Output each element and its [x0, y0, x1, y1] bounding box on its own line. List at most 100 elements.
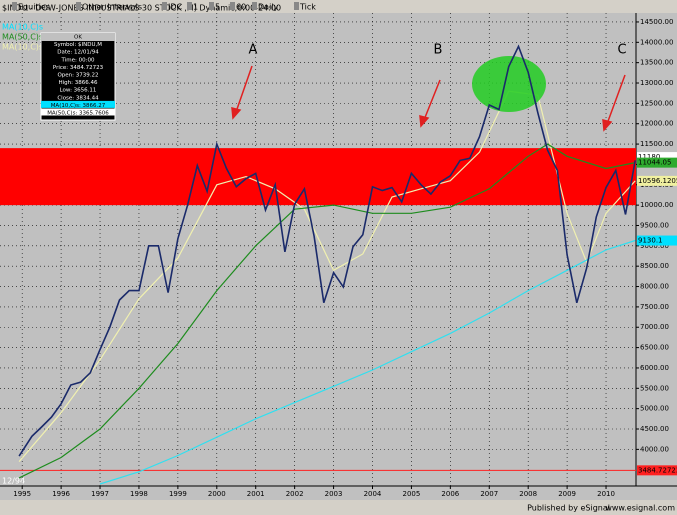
- y-tick-label: 7500.00: [640, 303, 669, 311]
- x-tick-label: 2008: [519, 490, 537, 498]
- toolbar-item[interactable]: 1: [193, 3, 198, 12]
- info-line: Symbol: $INDU,M: [54, 42, 102, 48]
- value-label: 11044.05: [638, 159, 671, 167]
- toolbar-items: Equities Other Intervals IDC 1 5 60 Daily Tick: [12, 2, 316, 12]
- y-tick-label: 11500.00: [640, 140, 673, 148]
- toolbar-item[interactable]: 5: [215, 3, 220, 12]
- value-box: [637, 235, 677, 246]
- y-tick-label: 4000.00: [640, 445, 669, 453]
- arrow: [606, 74, 626, 125]
- info-line: Close: 3834.44: [57, 95, 99, 101]
- band: [0, 148, 636, 206]
- study-label: MA(10,C)s: [2, 43, 43, 52]
- study-label: MA(50,C)s: [2, 33, 43, 42]
- y-tick-label: 14000.00: [640, 38, 673, 46]
- y-tick-label: 9500.00: [640, 221, 669, 229]
- y-tick-label: 6500.00: [640, 344, 669, 352]
- value-box: [637, 175, 677, 186]
- info-highlight: [41, 108, 115, 116]
- info-line: Low: 3656.11: [60, 88, 97, 94]
- toolbar-item[interactable]: Tick: [299, 3, 316, 12]
- x-tick-label: 2007: [480, 490, 498, 498]
- y-tick-label: 5000.00: [640, 405, 669, 413]
- footer: [0, 500, 677, 515]
- arrow: [235, 65, 253, 113]
- info-line: MA(10,C)s: 3866.27: [51, 103, 106, 109]
- toolbar-button[interactable]: [252, 2, 257, 10]
- annotation: C: [617, 43, 626, 58]
- y-tick-label: 13000.00: [640, 79, 673, 87]
- x-tick-label: 2004: [364, 490, 382, 498]
- toolbar: [0, 0, 677, 13]
- x-tick-label: 2009: [558, 490, 576, 498]
- x-tick-label: 2005: [403, 490, 421, 498]
- y-tick-label: 4500.00: [640, 425, 669, 433]
- series-line: [18, 44, 636, 457]
- toolbar-button[interactable]: [209, 2, 214, 10]
- arrows: [231, 65, 626, 132]
- chart-title: $INDU - DOW-JONES INDUSTRIALS 30 STOCK ,…: [2, 4, 281, 13]
- value-box: [637, 157, 677, 168]
- y-tick-label: 7000.00: [640, 323, 669, 331]
- info-line: Open: 3739.22: [57, 73, 98, 79]
- toolbar-button[interactable]: [294, 2, 299, 10]
- info-line: High: 3866.46: [59, 80, 98, 86]
- toolbar-item[interactable]: 60: [236, 3, 246, 12]
- value-label: 9130.1: [638, 237, 663, 245]
- y-tick-label: 9000.00: [640, 242, 669, 250]
- info-ok: [41, 33, 115, 41]
- series-line: [18, 143, 636, 479]
- toolbar-button[interactable]: [162, 2, 167, 10]
- x-tick-label: 2010: [597, 490, 615, 498]
- toolbar-item[interactable]: Other Intervals: [82, 3, 142, 12]
- value-box: [637, 465, 677, 476]
- x-tick-label: 2000: [208, 490, 226, 498]
- info-highlight: [41, 100, 115, 108]
- x-axis-area: [0, 486, 677, 500]
- x-tick-label: 1998: [130, 490, 148, 498]
- info-line: Time: 00:00: [61, 57, 95, 63]
- value-label: 10596.1205: [638, 177, 677, 185]
- url: www.esignal.com: [605, 504, 675, 513]
- toolbar-button[interactable]: [230, 2, 235, 10]
- arrow-head: [602, 119, 613, 132]
- y-tick-label: 6000.00: [640, 364, 669, 372]
- y-tick-label: 8500.00: [640, 262, 669, 270]
- toolbar-button[interactable]: [76, 2, 81, 10]
- toolbar-button[interactable]: [12, 2, 17, 10]
- series-line: [99, 239, 636, 485]
- toolbar-button[interactable]: [187, 2, 192, 10]
- value-label: 11180: [638, 153, 660, 161]
- toolbar-item[interactable]: Daily: [258, 3, 279, 12]
- study-label: MA(10,C)s: [2, 23, 43, 32]
- toolbar-item[interactable]: Equities: [18, 3, 50, 12]
- arrow-head: [419, 115, 430, 128]
- axis-area: [636, 13, 677, 486]
- x-tick-label: 2002: [286, 490, 304, 498]
- value-label: 3484.72723: [638, 466, 677, 474]
- x-tick-label: 2001: [247, 490, 265, 498]
- toolbar-item[interactable]: IDC: [168, 3, 183, 12]
- x-tick-label: 1999: [169, 490, 187, 498]
- x-tick-label: 1997: [91, 490, 109, 498]
- y-tick-label: 5500.00: [640, 384, 669, 392]
- y-tick-label: 12000.00: [640, 120, 673, 128]
- y-tick-label: 10000.00: [640, 201, 673, 209]
- value-box: [637, 152, 677, 163]
- start-label: 12/94: [2, 477, 25, 486]
- publisher: Published by eSignal: [527, 504, 610, 513]
- x-tick-label: 1995: [13, 490, 31, 498]
- annotation: A: [249, 43, 258, 58]
- arrow: [423, 79, 441, 121]
- info-line: Price: 3484.72723: [53, 65, 104, 71]
- y-tick-label: 8000.00: [640, 283, 669, 291]
- x-tick-label: 2003: [325, 490, 343, 498]
- y-tick-label: 13500.00: [640, 59, 673, 67]
- y-tick-label: 12500.00: [640, 99, 673, 107]
- info-line: OK: [74, 35, 82, 41]
- arrow-head: [231, 107, 242, 120]
- band: [0, 148, 636, 206]
